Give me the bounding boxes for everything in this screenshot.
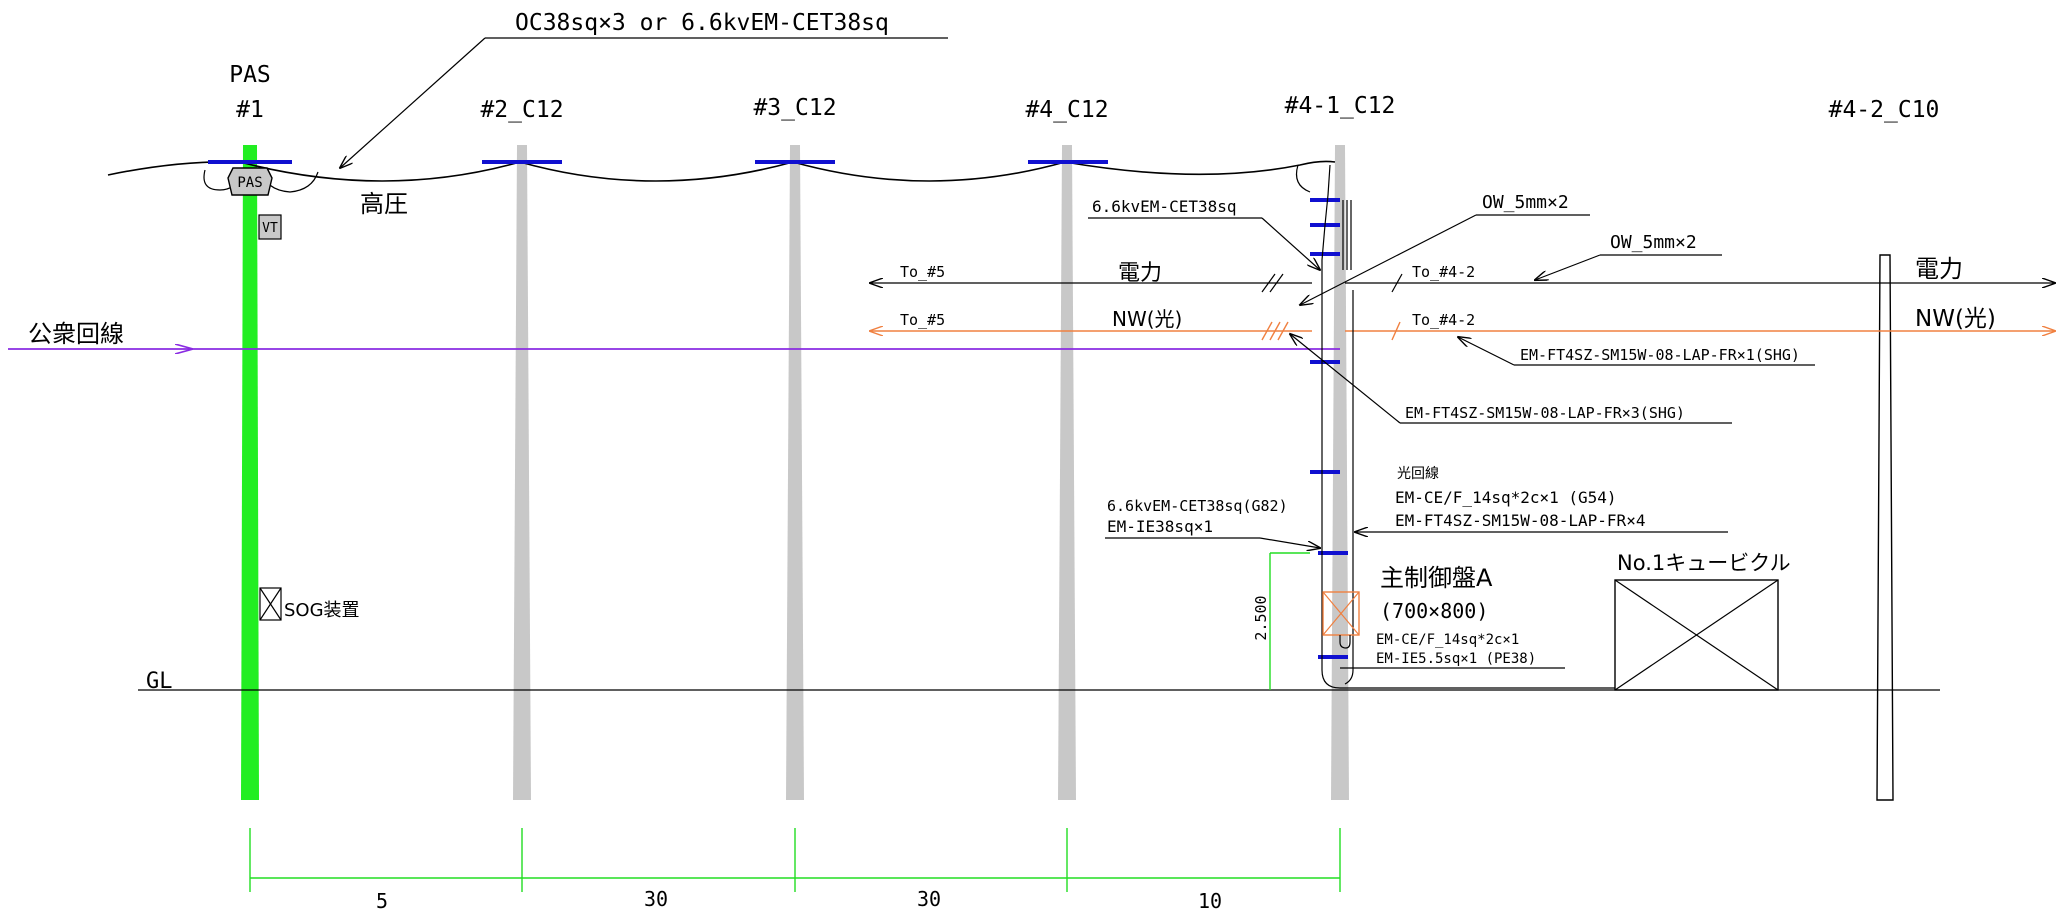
pas-title: PAS	[229, 62, 271, 88]
pole-3[interactable]	[786, 145, 804, 800]
nw-to42-label: To_#4-2	[1412, 311, 1475, 329]
public-line-label: 公衆回線	[28, 320, 124, 348]
ow1-label: OW_5mm×2	[1482, 192, 1569, 213]
top-cable-label: OC38sq×3 or 6.6kvEM-CET38sq	[515, 10, 889, 36]
panel-cable-callout: EM-CE/F_14sq*2c×1 EM-IE5.5sq×1 (PE38)	[1340, 632, 1565, 669]
pole-1-pas[interactable]	[241, 145, 259, 800]
power-right-label: 電力	[1915, 255, 1963, 283]
pas-box-label: PAS	[237, 175, 262, 191]
drop-cable-callout: 6.6kvEM-CET38sq(G82) EM-IE38sq×1	[1105, 497, 1320, 548]
power-mid-label: 電力	[1118, 261, 1162, 286]
sog-label: SOG装置	[284, 600, 360, 621]
fiber-x3-label: EM-FT4SZ-SM15W-08-LAP-FR×3(SHG)	[1405, 404, 1685, 422]
panel-size: (700×800)	[1380, 599, 1488, 623]
span-2-label: 30	[644, 887, 668, 911]
network-line: To_#5 NW(光) To_#4-2 NW(光)	[870, 306, 2055, 341]
optical-circuit-line-2: EM-FT4SZ-SM15W-08-LAP-FR×4	[1395, 511, 1645, 530]
optical-circuit-callout: 光回線 EM-CE/F_14sq*2c×1 (G54) EM-FT4SZ-SM1…	[1355, 466, 1728, 532]
pole-4-2-label: #4-2_C10	[1829, 97, 1940, 123]
pole-4[interactable]	[1058, 145, 1076, 800]
fiber-x3-callout: EM-FT4SZ-SM15W-08-LAP-FR×3(SHG)	[1290, 334, 1732, 424]
optical-circuit-line-1: EM-CE/F_14sq*2c×1 (G54)	[1395, 488, 1617, 507]
span-dimensions: 5 30 30 10	[249, 828, 1341, 912]
main-control-panel[interactable]	[1322, 591, 1360, 649]
cet-cable-label: 6.6kvEM-CET38sq	[1092, 197, 1237, 216]
pole-4-1-drop-cable	[1321, 164, 1615, 689]
pole-4-1-label: #4-1_C12	[1285, 93, 1396, 119]
optical-circuit-title: 光回線	[1397, 466, 1439, 482]
high-voltage-label: 高圧	[360, 190, 408, 218]
height-dimension: 2.500	[1252, 552, 1310, 690]
nw-mid-label: NW(光)	[1112, 307, 1182, 331]
nw-to5-label: To_#5	[900, 311, 945, 329]
pole-2[interactable]	[513, 145, 531, 800]
pole-4-label: #4_C12	[1025, 97, 1108, 123]
pole-3-label: #3_C12	[753, 95, 836, 121]
sog-device[interactable]: SOG装置	[259, 587, 360, 621]
cet-callout: 6.6kvEM-CET38sq	[1088, 197, 1320, 270]
drop-cable-line-1: 6.6kvEM-CET38sq(G82)	[1107, 497, 1288, 515]
panel-cable-line-2: EM-IE5.5sq×1 (PE38)	[1376, 651, 1536, 667]
ow2-callout: OW_5mm×2	[1535, 232, 1722, 280]
fiber-x1-label: EM-FT4SZ-SM15W-08-LAP-FR×1(SHG)	[1520, 346, 1800, 364]
poles	[241, 145, 1894, 801]
panel-title: 主制御盤A	[1380, 564, 1493, 592]
gl-label: GL	[146, 669, 173, 694]
vt-box-label: VT	[262, 221, 278, 236]
power-to42-label: To_#4-2	[1412, 263, 1475, 281]
span-1-label: 5	[376, 889, 388, 912]
public-line: 公衆回線	[8, 320, 1340, 349]
height-dim-label: 2.500	[1252, 595, 1270, 640]
cubicle-no1[interactable]	[1614, 579, 1779, 691]
pole-1-label: #1	[236, 97, 264, 123]
pole-4-2[interactable]	[1876, 254, 1894, 801]
panel-cable-line-1: EM-CE/F_14sq*2c×1	[1376, 632, 1519, 648]
vt-box[interactable]: VT	[258, 214, 282, 240]
pas-switch[interactable]: PAS	[227, 167, 273, 196]
fiber-x1-callout: EM-FT4SZ-SM15W-08-LAP-FR×1(SHG)	[1458, 337, 1815, 366]
top-cable-callout: OC38sq×3 or 6.6kvEM-CET38sq	[340, 10, 948, 168]
ow2-label: OW_5mm×2	[1610, 232, 1697, 253]
ow1-callout: OW_5mm×2	[1300, 192, 1590, 305]
power-to5-label: To_#5	[900, 263, 945, 281]
span-3-label: 30	[917, 887, 941, 911]
pole-labels: PAS #1 #2_C12 #3_C12 #4_C12 #4-1_C12 #4-…	[229, 62, 1939, 123]
power-line: To_#5 電力 To_#4-2 電力	[870, 255, 2055, 293]
drop-cable-line-2: EM-IE38sq×1	[1107, 517, 1213, 536]
cubicle-label: No.1キュービクル	[1617, 551, 1791, 575]
nw-right-label: NW(光)	[1915, 306, 1996, 332]
crossarms	[208, 160, 1348, 659]
overhead-wire	[107, 160, 1336, 193]
span-4-label: 10	[1198, 889, 1222, 912]
pole-2-label: #2_C12	[480, 97, 563, 123]
